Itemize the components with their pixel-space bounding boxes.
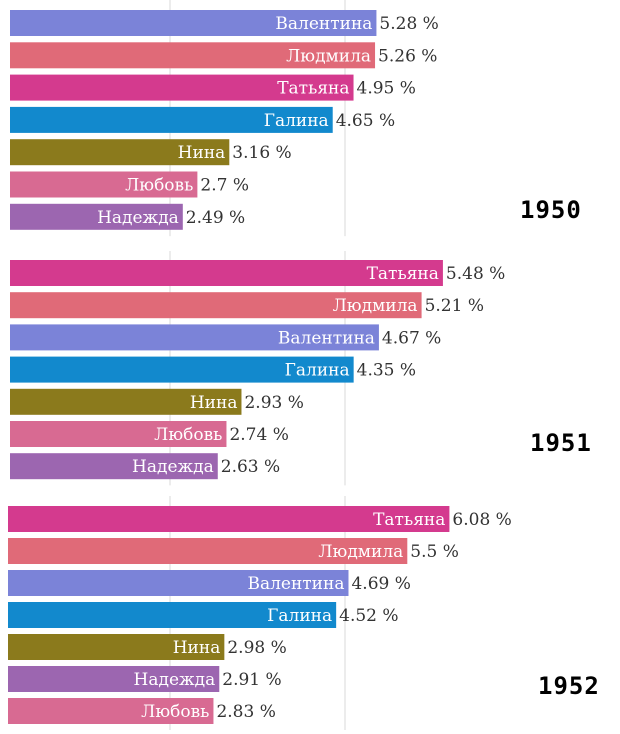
chart-panel-1952: Татьяна 6.08 % Людмила 5.5 % Валентина 4.69 %…: [0, 496, 610, 730]
bar-name-label-1951-3: Валентина: [278, 328, 375, 348]
bar-1950-3: [10, 74, 354, 101]
bar-name-label-1951-5: Нина: [190, 393, 238, 413]
bar-name-label-1950-7: Надежда: [97, 208, 179, 228]
bar-1952-6: [8, 666, 220, 692]
chart-panel-1951: Татьяна 5.48 % Людмила 5.21 % Валентина 4.67 …: [0, 251, 610, 486]
bar-name-label-1950-6: Любовь: [125, 176, 193, 196]
value-label-1950-3: 4.95 %: [357, 79, 416, 99]
bar-chart-1952: Татьяна 6.08 % Людмила 5.5 % Валентина 4.69 %…: [8, 496, 512, 730]
value-label-1951-7: 2.63 %: [221, 457, 280, 477]
bar-name-label-1951-6: Любовь: [154, 425, 222, 445]
bar-1952-7: [8, 698, 214, 724]
value-label-1952-7: 2.83 %: [216, 702, 275, 722]
value-label-1952-4: 4.52 %: [339, 606, 398, 626]
bar-1950-1: [10, 10, 377, 36]
bar-1952-5: [8, 634, 225, 660]
bar-1951-5: [10, 388, 242, 415]
bar-name-label-1952-6: Надежда: [134, 670, 216, 690]
bar-name-label-1952-5: Нина: [173, 638, 221, 658]
bar-1951-2: [10, 292, 422, 319]
year-label-1950: 1950: [520, 196, 582, 224]
bar-name-label-1950-2: Людмила: [286, 46, 371, 66]
bar-1951-6: [10, 421, 227, 447]
value-label-1950-6: 2.7 %: [200, 176, 249, 196]
value-label-1950-2: 5.26 %: [378, 46, 437, 66]
bar-name-label-1951-2: Людмила: [333, 296, 418, 316]
value-label-1951-5: 2.93 %: [244, 393, 303, 413]
bar-1951-3: [10, 324, 379, 351]
bar-name-label-1952-3: Валентина: [247, 574, 344, 594]
chart-panel-1950: Валентина 5.28 % Людмила 5.26 % Татьяна 4.95 …: [0, 0, 610, 237]
year-label-1952: 1952: [538, 672, 600, 700]
bar-1952-1: [8, 506, 450, 532]
value-label-1950-5: 3.16 %: [232, 143, 291, 163]
value-label-1952-5: 2.98 %: [227, 638, 286, 658]
value-label-1950-7: 2.49 %: [186, 208, 245, 228]
value-label-1952-6: 2.91 %: [222, 670, 281, 690]
value-label-1951-1: 5.48 %: [446, 264, 505, 284]
bar-1951-4: [10, 356, 354, 383]
bar-1950-5: [10, 139, 230, 166]
bar-1952-2: [8, 538, 408, 564]
bar-1950-6: [10, 171, 198, 198]
bar-chart-1950: Валентина 5.28 % Людмила 5.26 % Татьяна 4.95 …: [10, 0, 439, 237]
bar-name-label-1950-1: Валентина: [275, 14, 372, 34]
bar-1951-7: [10, 453, 218, 480]
bar-name-label-1952-1: Татьяна: [373, 510, 445, 530]
bar-name-label-1950-4: Галина: [264, 111, 329, 131]
bar-1952-4: [8, 602, 337, 628]
value-label-1951-4: 4.35 %: [357, 361, 416, 381]
bar-1950-2: [10, 42, 376, 69]
bar-name-label-1951-4: Галина: [285, 361, 350, 381]
value-label-1951-3: 4.67 %: [382, 328, 441, 348]
bar-1952-3: [8, 570, 349, 596]
year-label-1951: 1951: [530, 429, 592, 457]
bar-name-label-1951-1: Татьяна: [367, 264, 439, 284]
value-label-1952-1: 6.08 %: [452, 510, 511, 530]
value-label-1950-1: 5.28 %: [379, 14, 438, 34]
bar-name-label-1952-2: Людмила: [318, 542, 403, 562]
bar-name-label-1950-5: Нина: [178, 143, 226, 163]
value-label-1951-6: 2.74 %: [229, 425, 288, 445]
bar-name-label-1952-4: Галина: [267, 606, 332, 626]
bar-name-label-1951-7: Надежда: [132, 457, 214, 477]
value-label-1952-3: 4.69 %: [351, 574, 410, 594]
value-label-1952-2: 5.5 %: [410, 542, 459, 562]
value-label-1950-4: 4.65 %: [336, 111, 395, 131]
bar-name-label-1952-7: Любовь: [141, 702, 209, 722]
bar-1951-1: [10, 260, 443, 286]
bar-name-label-1950-3: Татьяна: [277, 79, 349, 99]
value-label-1951-2: 5.21 %: [425, 296, 484, 316]
bar-1950-7: [10, 203, 183, 230]
bar-1950-4: [10, 106, 333, 133]
bar-chart-1951: Татьяна 5.48 % Людмила 5.21 % Валентина 4.67 …: [10, 251, 505, 486]
